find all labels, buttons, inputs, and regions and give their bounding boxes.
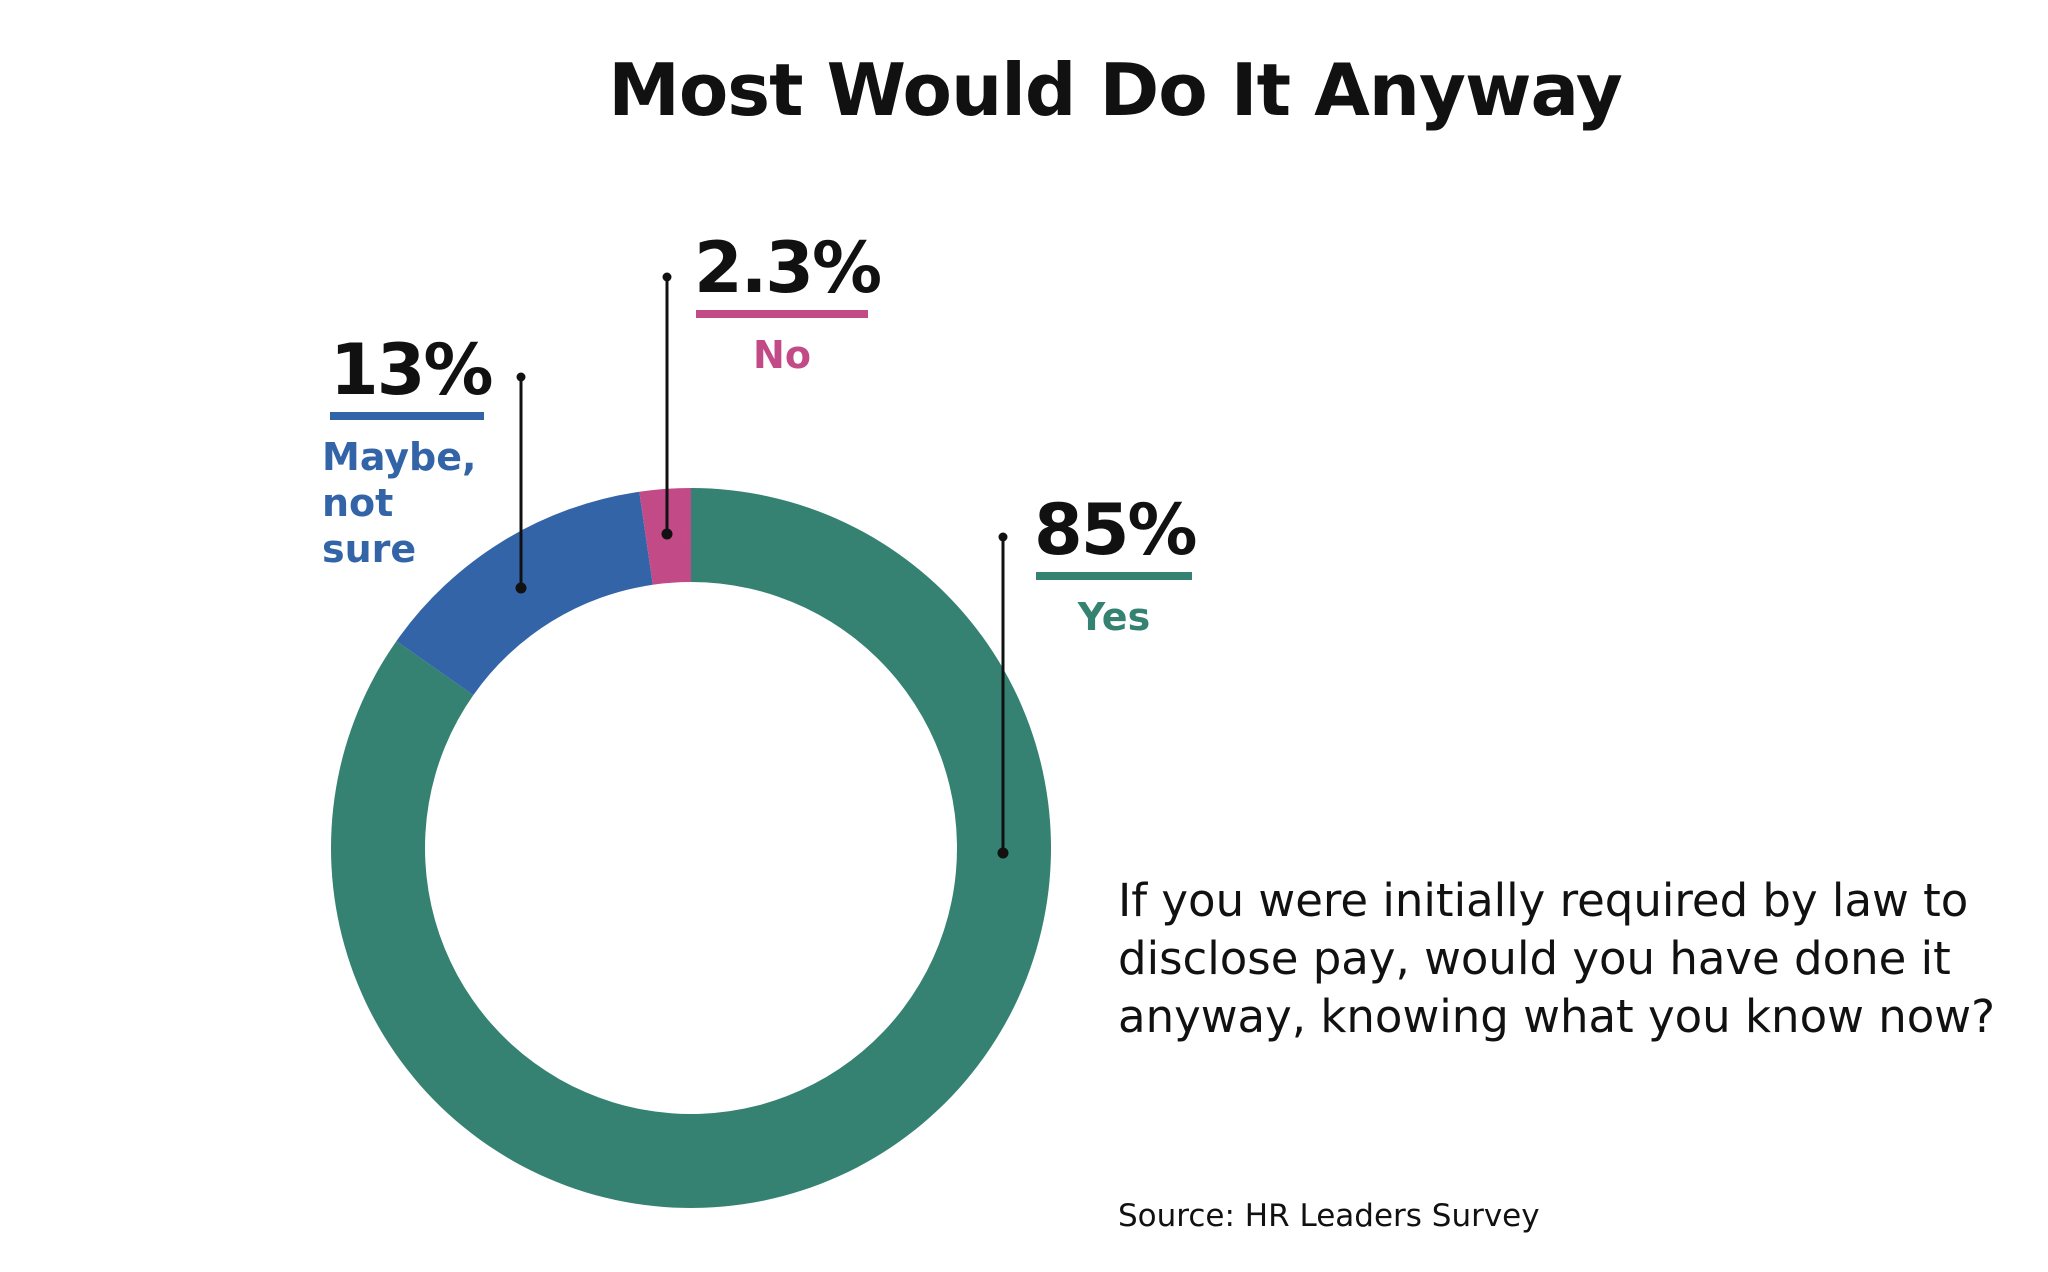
source-note: Source: HR Leaders Survey	[1118, 1198, 1540, 1234]
underline-no	[696, 310, 868, 318]
leader-line-yes-end-dot	[997, 847, 1009, 859]
category-label-maybe: Maybe, not sure	[322, 435, 477, 571]
underline-yes	[1036, 572, 1192, 580]
survey-question: If you were initially required by law to…	[1118, 874, 1995, 1043]
label-yes: 85% Yes	[1034, 489, 1198, 640]
leader-line-no-top-dot	[662, 272, 672, 282]
leader-line-maybe-top-dot	[516, 372, 526, 382]
value-label-no: 2.3%	[694, 227, 882, 309]
label-no: 2.3% No	[694, 227, 882, 378]
leader-line-maybe-end-dot	[515, 582, 527, 594]
slice-maybe	[396, 491, 653, 696]
chart-title: Most Would Do It Anyway	[608, 48, 1623, 132]
leader-line-yes-top-dot	[998, 532, 1008, 542]
category-label-yes: Yes	[1077, 595, 1151, 639]
leader-line-no-end-dot	[661, 528, 673, 540]
value-label-maybe: 13%	[330, 329, 494, 411]
category-label-no: No	[753, 333, 811, 377]
underline-maybe	[330, 412, 484, 420]
value-label-yes: 85%	[1034, 489, 1198, 571]
label-maybe: 13% Maybe, not sure	[322, 330, 498, 572]
